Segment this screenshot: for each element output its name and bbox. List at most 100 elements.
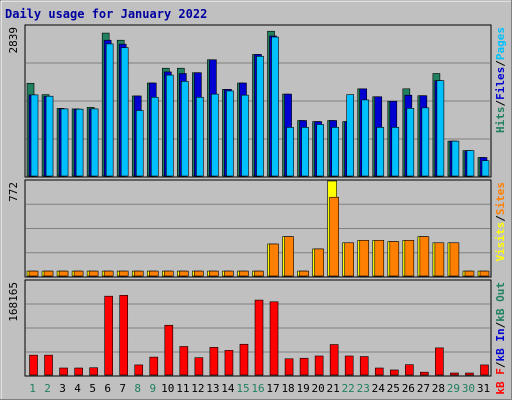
bar-sites — [314, 248, 324, 277]
bar-kb-f — [224, 350, 234, 376]
bar-sites — [449, 242, 460, 277]
bar-pages — [150, 96, 159, 177]
bar-sites — [73, 270, 84, 277]
bar-kb-f — [164, 324, 174, 376]
bar-pages — [421, 107, 430, 177]
bar-kb-f — [209, 347, 219, 376]
legend-entry: Files — [494, 67, 507, 100]
x-tick-label: 29 — [447, 382, 460, 395]
x-tick-label: 1 — [29, 382, 36, 395]
legend-entry: Visits — [494, 222, 507, 262]
bar-pages — [60, 108, 69, 177]
bar-sites — [434, 242, 445, 277]
bar-kb-f — [44, 354, 53, 376]
x-tick-label: 22 — [342, 382, 355, 395]
bar-pages — [316, 124, 324, 177]
x-tick-label: 28 — [432, 382, 445, 395]
bar-kb-f — [254, 299, 264, 376]
bar-sites — [299, 270, 309, 277]
x-tick-label: 10 — [161, 382, 174, 395]
x-tick-label: 8 — [134, 382, 141, 395]
bar-kb-f — [465, 372, 474, 376]
legend-separator: / — [494, 361, 507, 368]
bar-sites — [224, 270, 234, 277]
bar-sites — [404, 240, 415, 277]
bar-pages — [45, 95, 54, 177]
bar-sites — [284, 236, 294, 277]
bar-pages — [226, 90, 234, 177]
legend-entry: kB In — [494, 328, 507, 361]
bar-pages — [331, 127, 339, 177]
bar-kb-f — [29, 354, 38, 376]
bar-sites — [239, 270, 249, 277]
x-tick-label: 21 — [327, 382, 340, 395]
bar-pages — [481, 160, 490, 177]
bar-sites — [269, 243, 279, 277]
bar-kb-f — [405, 364, 414, 376]
bar-pages — [436, 80, 445, 177]
x-tick-label: 2 — [44, 382, 51, 395]
x-tick-label: 5 — [89, 382, 96, 395]
bar-sites — [133, 270, 144, 277]
bar-sites — [179, 270, 189, 277]
x-tick-label: 25 — [387, 382, 400, 395]
right-legend-visits-sites: Visits/Sites — [494, 182, 507, 262]
x-tick-label: 12 — [191, 382, 204, 395]
bar-kb-f — [389, 369, 399, 376]
bar-pages — [211, 93, 219, 177]
bar-kb-f — [74, 367, 83, 376]
bar-pages — [166, 74, 174, 177]
bar-sites — [209, 270, 219, 277]
bar-kb-f — [359, 356, 369, 376]
legend-separator: / — [494, 100, 507, 107]
x-tick-label: 30 — [462, 382, 475, 395]
bar-kb-f — [149, 356, 159, 376]
bar-kb-f — [239, 343, 249, 376]
bar-kb-f — [435, 347, 444, 376]
bar-pages — [181, 81, 189, 177]
bar-sites — [88, 270, 99, 277]
bar-pages — [241, 94, 249, 177]
bar-kb-f — [119, 295, 129, 376]
bar-sites — [389, 241, 400, 277]
y-max-label: 2839 — [7, 27, 20, 54]
x-tick-label: 18 — [281, 382, 294, 395]
bar-sites — [164, 270, 174, 277]
bar-sites — [118, 270, 129, 277]
y-max-label: 772 — [7, 182, 20, 202]
right-legend-hits-files-pages: Hits/Files/Pages — [494, 27, 507, 133]
bar-kb-f — [59, 367, 68, 376]
bar-kb-f — [450, 372, 459, 376]
bar-sites — [464, 270, 475, 277]
bar-pages — [256, 56, 264, 177]
bar-pages — [90, 108, 99, 177]
bar-sites — [479, 270, 490, 277]
bar-sites — [419, 236, 430, 277]
legend-separator: / — [494, 60, 507, 67]
legend-entry: Hits — [494, 107, 507, 134]
bar-pages — [271, 36, 279, 177]
bar-sites — [43, 270, 54, 277]
bar-sites — [148, 270, 159, 277]
bar-pages — [406, 108, 415, 177]
bar-pages — [135, 110, 144, 177]
x-tick-label: 11 — [176, 382, 189, 395]
bar-sites — [28, 270, 39, 277]
x-tick-label: 13 — [206, 382, 219, 395]
y-max-label: 168165 — [7, 282, 20, 322]
bar-sites — [58, 270, 69, 277]
bar-sites — [374, 240, 385, 277]
bar-pages — [346, 94, 354, 177]
bar-pages — [196, 96, 204, 177]
x-tick-label: 23 — [357, 382, 370, 395]
bar-kb-f — [134, 364, 144, 376]
x-tick-label: 3 — [59, 382, 66, 395]
right-legend-kb-traffic: kB F/kB In/kB Out — [494, 282, 507, 395]
bar-pages — [466, 150, 475, 177]
bar-kb-f — [329, 344, 339, 376]
chart-title: Daily usage for January 2022 — [5, 7, 207, 21]
legend-entry: Pages — [494, 27, 507, 60]
x-tick-label: 26 — [402, 382, 415, 395]
bar-kb-f — [480, 364, 489, 376]
